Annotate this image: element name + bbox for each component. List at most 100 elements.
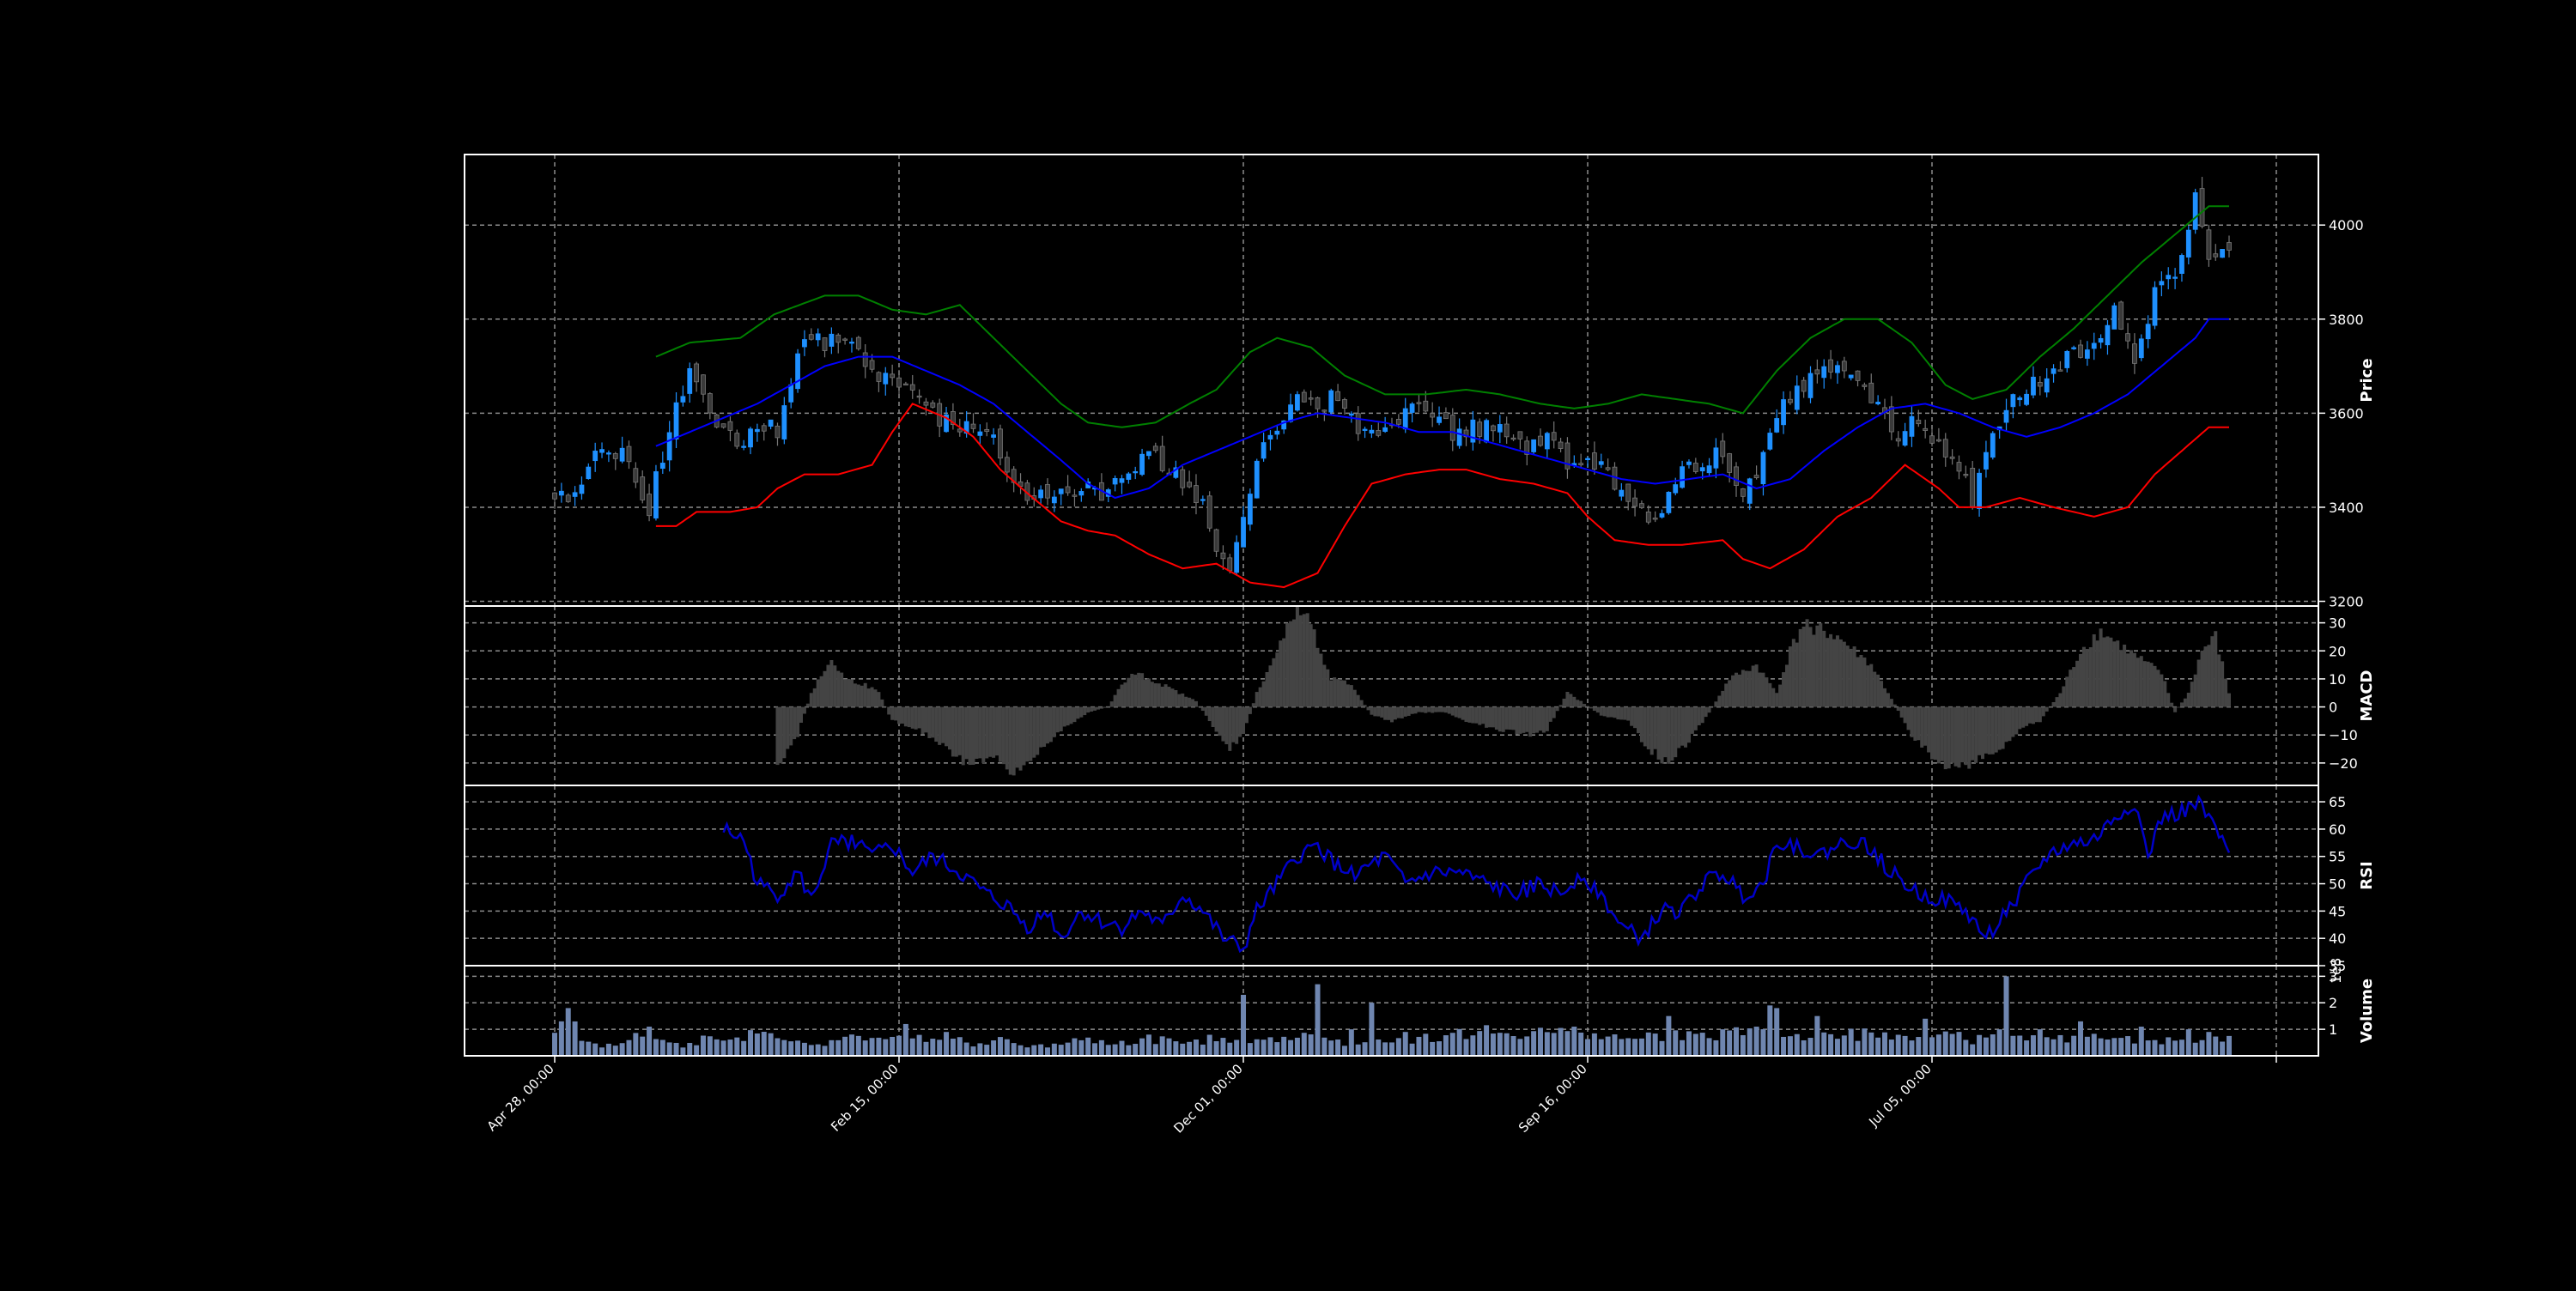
candle-body xyxy=(1875,402,1881,404)
candlestick xyxy=(1065,475,1071,496)
candle-body xyxy=(626,445,632,463)
candlestick xyxy=(1558,438,1564,453)
candlestick xyxy=(1315,396,1321,418)
candlestick xyxy=(572,486,578,506)
candle-body xyxy=(1342,399,1347,409)
candlestick xyxy=(902,381,908,386)
candlestick xyxy=(963,410,969,438)
candle-body xyxy=(842,338,848,341)
candle-body xyxy=(2031,376,2036,396)
volume-bar xyxy=(1990,1034,1996,1056)
volume-bar xyxy=(1443,1035,1449,1056)
volume-bar xyxy=(862,1040,868,1056)
macd-bar xyxy=(833,665,837,707)
macd-bar xyxy=(1231,706,1236,742)
candlestick xyxy=(653,464,659,521)
candlestick xyxy=(1740,488,1746,503)
volume-bar xyxy=(1288,1039,1294,1056)
candlestick xyxy=(1119,475,1125,494)
macd-bar xyxy=(2004,706,2008,742)
volume-bar xyxy=(1234,1039,1240,1056)
macd-bar xyxy=(1775,693,1779,707)
macd-bar xyxy=(1589,706,1593,709)
macd-bar xyxy=(1778,684,1783,707)
candlestick xyxy=(579,476,585,500)
macd-bar xyxy=(1090,706,1094,712)
candle-body xyxy=(1267,434,1273,439)
macd-bar xyxy=(897,706,902,724)
candle-body xyxy=(734,433,740,447)
macd-bar xyxy=(1326,669,1330,707)
candle-body xyxy=(1788,398,1793,403)
volume-bar xyxy=(2152,1039,2158,1056)
volume-bar xyxy=(909,1038,915,1056)
candle-body xyxy=(599,449,605,453)
macd-bar xyxy=(1599,706,1603,716)
volume-bar xyxy=(2030,1035,2036,1056)
candle-body xyxy=(1288,404,1293,422)
macd-bar xyxy=(1235,706,1239,744)
volume-bar xyxy=(1564,1031,1571,1056)
macd-bar xyxy=(2123,645,2127,707)
candlestick xyxy=(795,349,800,393)
macd-bar xyxy=(1268,665,1273,707)
volume-bar xyxy=(1794,1033,1800,1056)
macd-bar xyxy=(2112,641,2117,707)
volume-bar xyxy=(673,1042,679,1056)
macd-bar xyxy=(2001,706,2005,749)
volume-bar xyxy=(1821,1032,1827,1056)
volume-bar xyxy=(1983,1037,1989,1056)
candle-body xyxy=(1362,428,1368,431)
macd-bar xyxy=(1649,706,1654,755)
macd-bar xyxy=(1083,706,1087,716)
bb-upper-line xyxy=(655,205,2229,428)
volume-bar xyxy=(558,1021,564,1056)
candle-body xyxy=(1747,478,1753,504)
candlestick xyxy=(1855,370,1861,387)
macd-bar xyxy=(843,679,848,707)
candlestick xyxy=(1152,442,1158,453)
volume-bar xyxy=(2057,1034,2063,1056)
macd-bar xyxy=(1555,706,1559,712)
macd-bar xyxy=(975,706,979,759)
candlestick xyxy=(1591,441,1597,475)
candle-body xyxy=(1038,489,1044,499)
volume-bar xyxy=(1902,1035,1908,1056)
candlestick xyxy=(1619,482,1625,501)
candle-body xyxy=(951,411,956,426)
candle-body xyxy=(2098,337,2104,343)
volume-bar xyxy=(1395,1038,1401,1056)
candle-body xyxy=(2132,343,2137,364)
y-tick-label: 1 xyxy=(2329,1021,2337,1038)
volume-bar xyxy=(1970,1044,1976,1056)
candle-body xyxy=(1206,495,1212,529)
volume-bar xyxy=(572,1021,578,1056)
volume-bar xyxy=(1760,1029,1766,1056)
macd-bar xyxy=(1660,706,1664,764)
volume-bar xyxy=(1267,1037,1273,1056)
macd-bar xyxy=(1936,706,1941,764)
volume-bar xyxy=(1841,1035,1847,1056)
macd-bar xyxy=(1150,682,1154,707)
volume-bar xyxy=(788,1041,794,1056)
candle-body xyxy=(1544,433,1550,450)
volume-bar xyxy=(1868,1032,1874,1056)
volume-bar xyxy=(1449,1033,1455,1056)
macd-bar xyxy=(1001,706,1005,765)
macd-bar xyxy=(1181,693,1185,707)
volume-bar xyxy=(1699,1033,1705,1056)
volume-bar xyxy=(1011,1043,1017,1056)
volume-bar xyxy=(754,1033,760,1056)
candle-body xyxy=(1180,469,1186,488)
macd-bar xyxy=(2011,706,2015,737)
candlestick xyxy=(1261,432,1267,462)
candlestick xyxy=(2159,271,2165,297)
macd-bar xyxy=(1562,698,1566,707)
macd-bar xyxy=(2142,661,2147,707)
volume-bar xyxy=(1855,1040,1861,1056)
candlestick xyxy=(2166,267,2172,290)
candle-body xyxy=(1004,457,1010,473)
candlestick xyxy=(1632,489,1637,517)
volume-bar xyxy=(2192,1042,2198,1056)
volume-bar xyxy=(1881,1032,1887,1056)
